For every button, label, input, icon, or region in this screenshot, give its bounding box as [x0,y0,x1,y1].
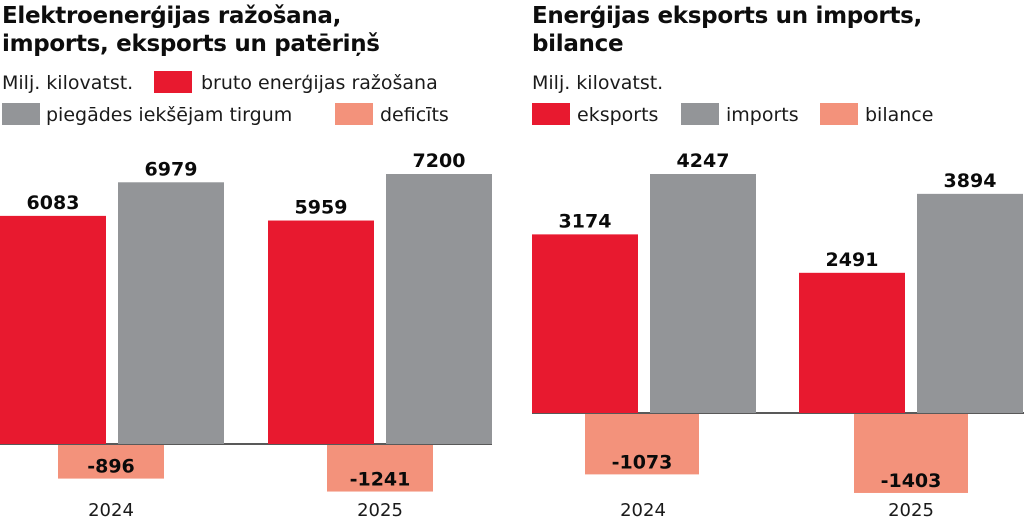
right-chart: 3174 4247 -1073 2024 2491 3894 -1403 2025 [532,150,1024,521]
legend-label: deficīts [380,104,449,126]
left-chart-title-line2: imports, eksports un patēriņš [2,31,380,57]
data-label: 3894 [944,170,997,192]
x-tick-label: 2025 [888,500,934,521]
legend-swatch-red [532,103,570,125]
right-chart-title-line1: Enerģijas eksports un imports, [532,3,922,29]
data-label: -896 [87,456,135,478]
left-chart: 6083 6979 -896 2024 5959 7200 -1241 2025 [0,150,492,521]
data-label: 6979 [145,158,198,180]
data-label: 6083 [27,192,80,214]
legend-label: piegādes iekšējam tirgum [46,104,293,126]
data-label: 5959 [295,197,348,219]
legend-label: imports [726,104,799,126]
bar-red-2025 [799,272,905,413]
legend-label: bruto enerģijas ražošana [201,72,438,94]
legend-swatch-red [154,71,192,93]
x-tick-label: 2024 [620,500,666,521]
legend-swatch-salmon [335,103,373,125]
left-chart-title: Elektroenerģijas ražošana, imports, eksp… [2,2,380,58]
right-chart-title-line2: bilance [532,31,624,57]
data-label: -1241 [350,469,411,491]
bar-gray-2025 [917,193,1023,413]
bar-salmon-2025 [854,414,968,493]
legend-swatch-salmon [820,103,858,125]
bar-salmon-2024 [585,414,699,475]
data-label: 4247 [677,150,730,172]
x-tick-label: 2025 [357,500,403,521]
data-label: 7200 [413,150,466,172]
bar-red-2024 [0,215,106,444]
left-chart-title-line1: Elektroenerģijas ražošana, [2,3,342,29]
bar-gray-2024 [650,174,756,413]
legend-swatch-gray [681,103,719,125]
legend-label: eksports [577,104,659,126]
data-label: 3174 [559,210,612,232]
x-tick-label: 2024 [88,500,134,521]
right-chart-unit: Milj. kilovatst. [532,72,664,94]
bar-salmon-2024 [58,445,164,479]
data-label: 2491 [826,249,879,271]
bar-salmon-2025 [327,445,433,492]
legend-swatch-gray [2,103,40,125]
legend-label: bilance [865,104,934,126]
bar-red-2025 [268,220,374,444]
bar-gray-2024 [118,182,224,444]
data-label: -1073 [612,451,673,473]
bar-gray-2025 [386,174,492,444]
right-chart-title: Enerģijas eksports un imports, bilance [532,2,922,58]
left-chart-unit: Milj. kilovatst. [2,72,134,94]
data-label: -1403 [881,470,942,492]
bar-red-2024 [532,234,638,413]
